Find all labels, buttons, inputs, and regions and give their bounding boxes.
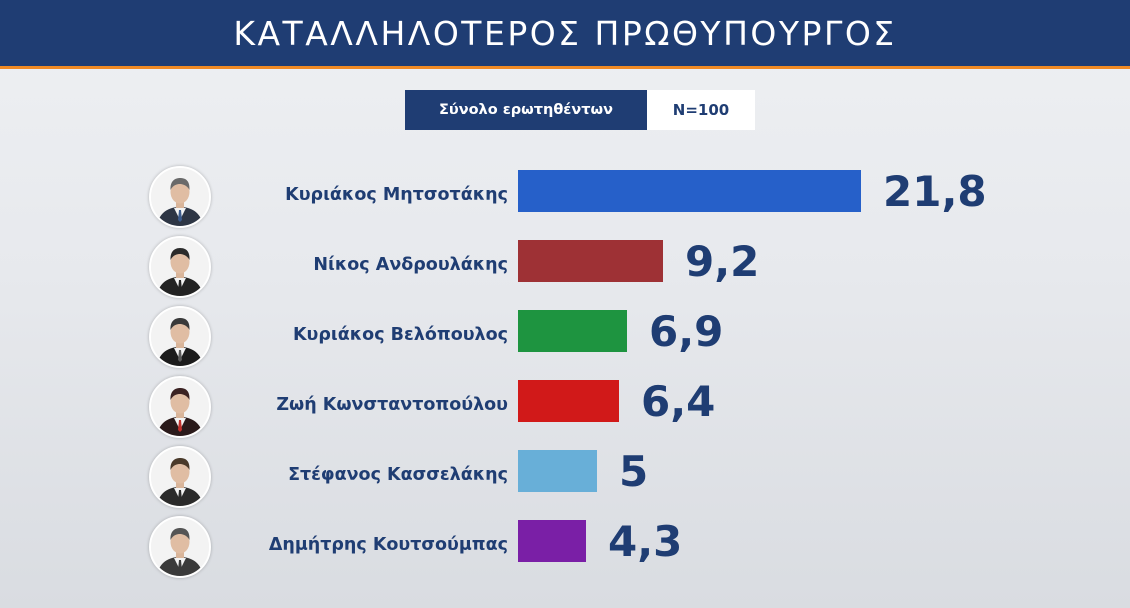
value-label: 5	[619, 446, 649, 496]
bar	[518, 170, 861, 212]
bar	[518, 380, 619, 422]
person-avatar-icon	[149, 446, 211, 508]
person-avatar-icon	[149, 376, 211, 438]
category-label: Στέφανος Κασσελάκης	[288, 465, 508, 485]
person-avatar-icon	[149, 236, 211, 298]
value-label: 4,3	[608, 516, 683, 566]
bar	[518, 520, 586, 562]
bar-row: Δημήτρης Κουτσούμπας 4,3	[0, 516, 1130, 582]
category-label: Νίκος Ανδρουλάκης	[313, 255, 508, 275]
chart-title: ΚΑΤΑΛΛΗΛΟΤΕΡΟΣ ΠΡΩΘΥΠΟΥΡΓΟΣ	[233, 13, 897, 53]
bar-row: Ζωή Κωνσταντοπούλου 6,4	[0, 376, 1130, 442]
person-avatar-icon	[149, 306, 211, 368]
bar	[518, 450, 597, 492]
category-label: Δημήτρης Κουτσούμπας	[268, 535, 508, 555]
header-accent-line	[0, 66, 1130, 69]
sample-info-bar: Σύνολο ερωτηθέντων N=100	[405, 90, 755, 130]
category-label: Ζωή Κωνσταντοπούλου	[276, 395, 508, 415]
bar-row: Κυριάκος Μητσοτάκης 21,8	[0, 166, 1130, 232]
category-label: Κυριάκος Βελόπουλος	[293, 325, 508, 345]
value-label: 6,9	[649, 306, 724, 356]
value-label: 6,4	[641, 376, 716, 426]
value-label: 21,8	[883, 166, 987, 216]
value-label: 9,2	[685, 236, 760, 286]
respondents-label: Σύνολο ερωτηθέντων	[405, 90, 647, 130]
header-banner: ΚΑΤΑΛΛΗΛΟΤΕΡΟΣ ΠΡΩΘΥΠΟΥΡΓΟΣ	[0, 0, 1130, 66]
person-avatar-icon	[149, 166, 211, 228]
sample-size-value: N=100	[647, 90, 755, 130]
bar	[518, 310, 627, 352]
person-avatar-icon	[149, 516, 211, 578]
category-label: Κυριάκος Μητσοτάκης	[285, 185, 508, 205]
bar-row: Νίκος Ανδρουλάκης 9,2	[0, 236, 1130, 302]
bar-row: Στέφανος Κασσελάκης 5	[0, 446, 1130, 512]
bar	[518, 240, 663, 282]
bar-row: Κυριάκος Βελόπουλος 6,9	[0, 306, 1130, 372]
